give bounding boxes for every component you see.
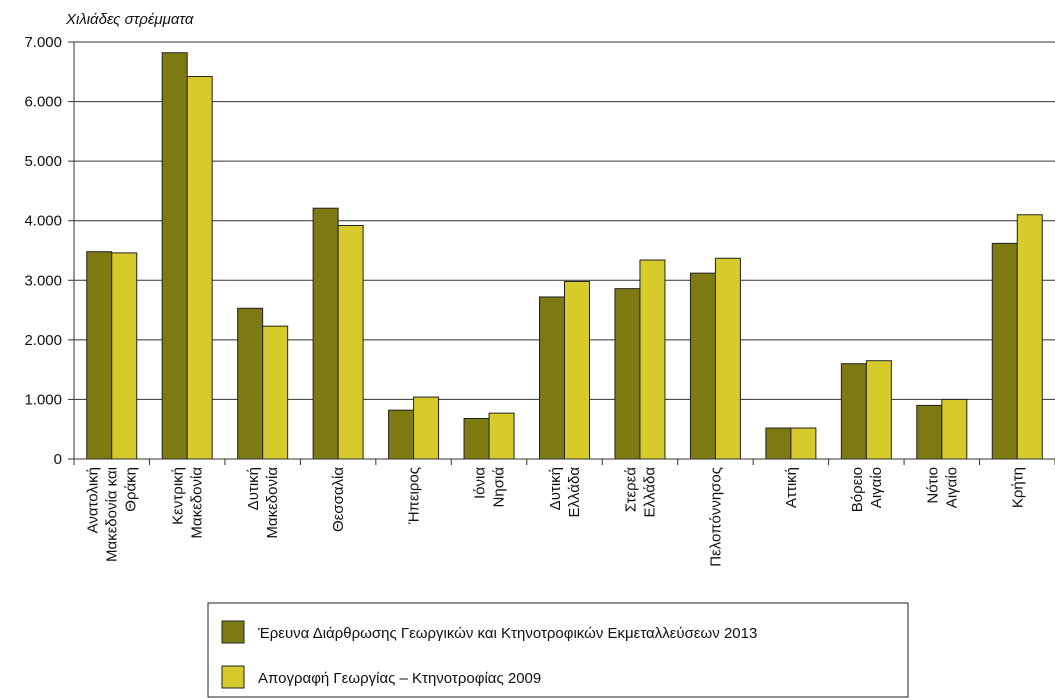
- bar-series-2: [941, 398, 968, 460]
- y-tick-label: 6.000: [24, 94, 62, 111]
- bar-series-2: [413, 396, 440, 460]
- bar-series-1: [991, 242, 1018, 460]
- x-tick-label: Νότιο Αιγαίο: [924, 467, 960, 508]
- bar-series-1: [312, 207, 339, 460]
- y-tick-label: 0: [54, 451, 62, 468]
- y-tick-label: 4.000: [24, 213, 62, 230]
- x-tick-label: Στερεά Ελλάδα: [622, 467, 658, 518]
- legend-box: [207, 602, 909, 698]
- x-axis-ticks: Ανατολική Μακεδονία και Θράκη Κεντρική Μακεδ…: [73, 459, 1055, 567]
- bar-series-1: [614, 288, 641, 460]
- x-tick-label: Κρήτη: [1009, 467, 1026, 508]
- bar-series-2: [111, 252, 138, 460]
- x-tick-label: Ιόνια Νησιά: [472, 467, 508, 508]
- bar-series-1: [463, 417, 490, 460]
- bar-series-2: [1016, 214, 1043, 460]
- y-tick-label: 7.000: [24, 34, 62, 51]
- x-tick-label: Δυτική Μακεδονία: [245, 467, 281, 539]
- bar-series-2: [639, 259, 666, 460]
- y-tick-label: 5.000: [24, 153, 62, 170]
- bar-series-1: [539, 296, 565, 460]
- y-tick-label: 3.000: [24, 272, 62, 289]
- bar-series-2: [186, 76, 213, 460]
- legend-label-series-1: Έρευνα Διάρθρωσης Γεωργικών και Κτηνοτρο…: [257, 625, 757, 642]
- y-axis-title: Χιλιάδες στρέμματα: [65, 11, 194, 28]
- bar-series-2: [488, 412, 515, 460]
- bar-series-1: [86, 251, 113, 460]
- legend-label-series-2: Απογραφή Γεωργίας – Κτηνοτροφίας 2009: [258, 670, 541, 687]
- bar-series-2: [337, 224, 364, 460]
- bar-series-2: [790, 427, 817, 460]
- legend-swatch-series-1: [221, 620, 245, 644]
- x-tick-label: Δυτική Ελλάδα: [547, 467, 583, 518]
- bar-series-1: [840, 363, 867, 460]
- y-axis-ticks: 0 1.000 2.000 3.000 4.000 5.000 6.000 7.000: [24, 34, 74, 468]
- bar-series-1: [916, 404, 943, 460]
- bar-series-1: [765, 427, 792, 460]
- x-tick-label: Βόρειο Αιγαίο: [849, 467, 885, 512]
- y-tick-label: 2.000: [24, 332, 62, 349]
- bar-series-2: [865, 360, 892, 460]
- x-tick-label: Ανατολική Μακεδονία και Θράκη: [85, 467, 140, 562]
- axes: [73, 42, 1055, 460]
- bar-series-2: [714, 257, 741, 460]
- x-tick-label: Ήπειρος: [406, 467, 423, 525]
- bar-series-1: [161, 52, 188, 460]
- bar-series-2: [564, 280, 590, 460]
- y-tick-label: 1.000: [24, 391, 62, 408]
- bars: [86, 52, 1043, 460]
- legend: Έρευνα Διάρθρωσης Γεωργικών και Κτηνοτρο…: [207, 602, 909, 698]
- bar-series-1: [689, 272, 716, 460]
- bar-series-1: [237, 307, 264, 460]
- x-tick-label: Αττική: [783, 467, 800, 508]
- bar-series-2: [262, 325, 289, 460]
- x-tick-label: Πελοπόννησος: [707, 467, 724, 567]
- x-tick-label: Κεντρική Μακεδονία: [170, 467, 206, 539]
- bar-series-1: [388, 409, 415, 460]
- legend-swatch-series-2: [221, 665, 245, 689]
- x-tick-label: Θεσσαλία: [330, 467, 347, 532]
